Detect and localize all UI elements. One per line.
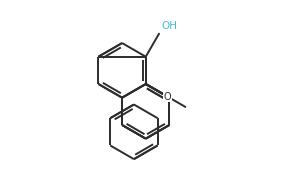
Text: OH: OH bbox=[162, 21, 177, 31]
Text: O: O bbox=[164, 92, 171, 102]
